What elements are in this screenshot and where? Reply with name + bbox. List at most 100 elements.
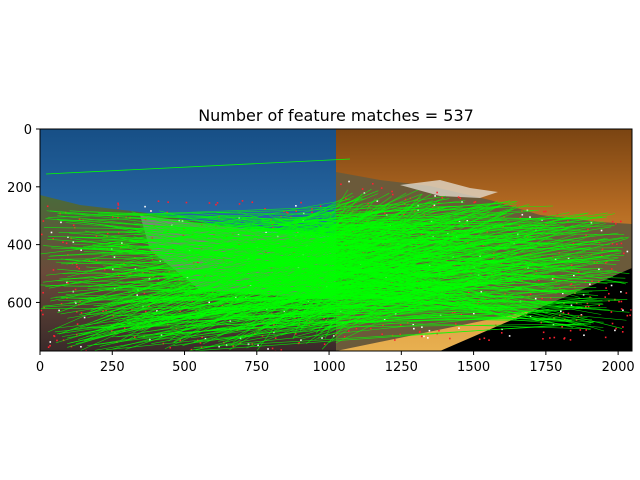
keypoint-marker [457, 196, 460, 199]
keypoint-marker [167, 201, 169, 203]
keypoint-marker [460, 313, 463, 316]
keypoint-marker [538, 279, 540, 282]
keypoint-marker [238, 203, 241, 205]
feature-match-line [236, 230, 347, 323]
keypoint-marker [144, 218, 147, 221]
axes-frame [39, 128, 633, 352]
keypoint-marker [56, 339, 58, 342]
keypoint-marker [556, 213, 559, 216]
keypoint-marker [383, 212, 386, 214]
keypoint-marker [80, 312, 83, 314]
keypoint-marker [112, 314, 115, 317]
keypoint-marker [454, 311, 456, 314]
keypoint-marker [311, 208, 313, 210]
keypoint-marker [169, 346, 172, 349]
keypoint-marker [610, 311, 613, 313]
keypoint-marker [160, 334, 163, 337]
keypoint-marker [478, 338, 481, 341]
feature-match-line [109, 197, 445, 313]
keypoint-marker [458, 220, 461, 223]
keypoint-marker [626, 250, 629, 253]
keypoint-marker [72, 241, 75, 243]
keypoint-marker [285, 211, 288, 214]
keypoint-marker [620, 291, 622, 293]
keypoint-marker [271, 347, 274, 350]
keypoint-marker [563, 337, 566, 339]
keypoint-marker [264, 251, 267, 253]
keypoint-marker [144, 310, 147, 313]
keypoint-marker [348, 330, 350, 332]
keypoint-marker [201, 336, 203, 339]
feature-match-line [216, 212, 578, 220]
keypoint-marker [570, 304, 573, 307]
chart-title: Number of feature matches = 537 [198, 106, 474, 125]
keypoint-marker [458, 327, 460, 330]
keypoint-marker [241, 200, 244, 202]
keypoint-marker [433, 278, 436, 281]
keypoint-marker [543, 210, 545, 213]
keypoint-marker [482, 244, 484, 247]
keypoint-marker [148, 277, 151, 280]
keypoint-marker [162, 342, 165, 345]
keypoint-marker [168, 270, 171, 273]
keypoint-marker [620, 300, 623, 303]
keypoint-marker [500, 332, 503, 334]
feature-match-line [264, 212, 588, 284]
keypoint-marker [427, 337, 429, 339]
keypoint-marker [300, 201, 302, 204]
keypoint-marker [472, 312, 475, 315]
keypoint-marker [474, 201, 477, 203]
keypoint-marker [590, 253, 593, 256]
feature-match-line [45, 249, 401, 287]
keypoint-marker [80, 249, 82, 251]
feature-match-line [97, 224, 594, 307]
x-tick-label: 250 [100, 360, 125, 375]
keypoint-marker [42, 313, 44, 316]
keypoint-marker [244, 335, 247, 337]
feature-match-line [80, 224, 359, 351]
keypoint-marker [152, 251, 154, 253]
keypoint-marker [473, 201, 476, 204]
keypoint-marker [598, 280, 600, 283]
keypoint-marker [521, 213, 524, 216]
keypoint-marker [67, 236, 69, 238]
keypoint-marker [186, 276, 189, 279]
feature-match-line [201, 311, 489, 332]
keypoint-marker [218, 345, 220, 348]
keypoint-marker [264, 208, 266, 210]
feature-match-line [92, 213, 496, 245]
keypoint-marker [421, 326, 423, 328]
keypoint-marker [404, 198, 407, 201]
keypoint-marker [215, 225, 217, 227]
keypoint-marker [420, 335, 423, 338]
keypoint-marker [156, 310, 158, 312]
keypoint-marker [111, 216, 114, 218]
keypoint-marker [103, 268, 106, 271]
keypoint-marker [476, 303, 479, 305]
keypoint-marker [343, 335, 346, 338]
keypoint-marker [620, 220, 622, 223]
keypoint-marker [65, 242, 68, 245]
feature-match-line [289, 243, 357, 319]
keypoint-marker [436, 191, 438, 194]
keypoint-marker [587, 228, 589, 231]
keypoint-marker [604, 336, 607, 339]
feature-match-line [133, 205, 458, 215]
keypoint-marker [438, 329, 440, 332]
keypoint-marker [477, 300, 480, 303]
feature-match-line [188, 300, 514, 311]
feature-match-line [94, 203, 517, 280]
keypoint-marker [204, 337, 207, 340]
y-tick-label: 0 [24, 123, 32, 138]
feature-match-line [97, 212, 425, 232]
keypoint-marker [136, 294, 139, 296]
keypoint-marker [67, 282, 69, 284]
keypoint-marker [589, 283, 591, 286]
keypoint-marker [492, 257, 495, 260]
keypoint-marker [247, 285, 249, 287]
feature-match-line [226, 318, 498, 325]
keypoint-marker [544, 210, 547, 213]
keypoint-marker [154, 254, 157, 256]
keypoint-marker [412, 323, 415, 326]
keypoint-marker [368, 205, 370, 208]
